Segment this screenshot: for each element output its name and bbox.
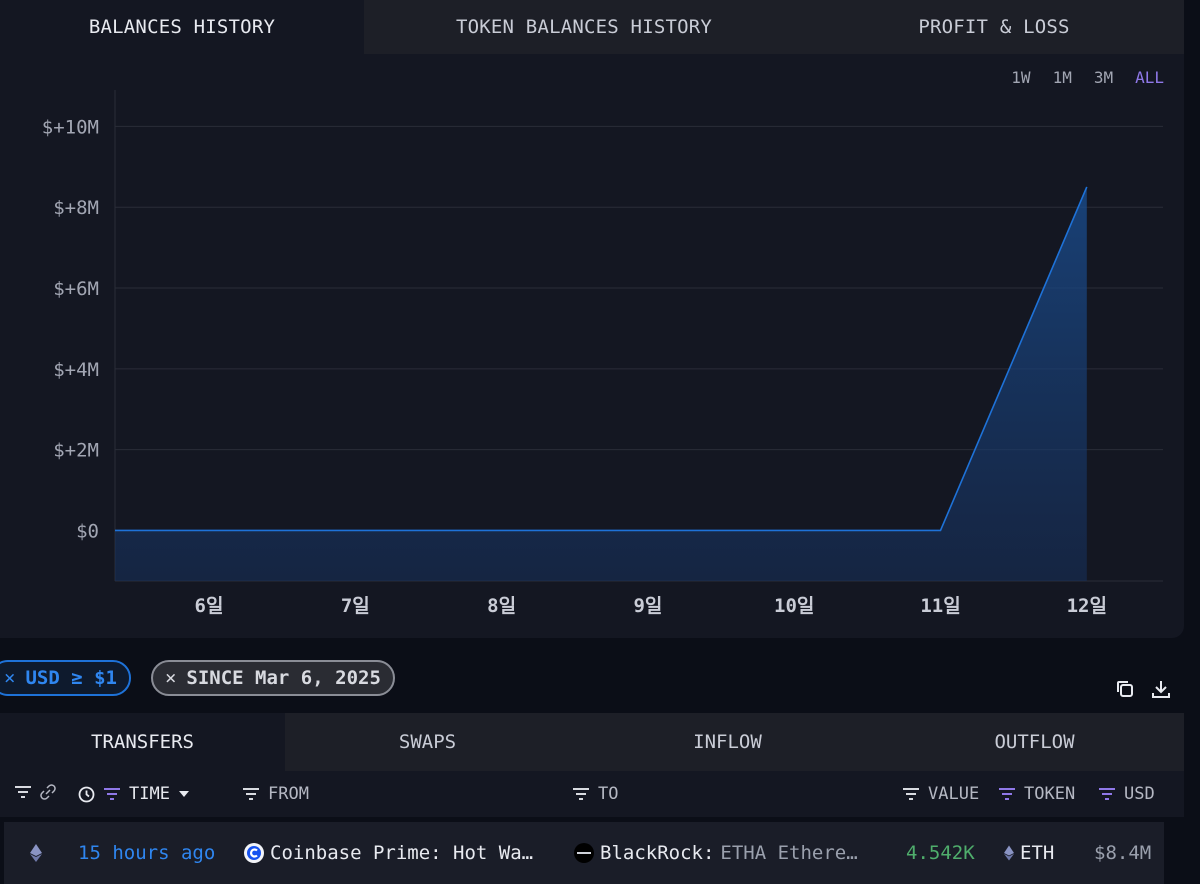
range-3m-button[interactable]: 3M xyxy=(1093,68,1114,87)
token-column-label: TOKEN xyxy=(1024,784,1076,804)
x-tick-label: 8일 xyxy=(487,595,516,617)
balance-area-chart: $0 $+2M $+4M $+6M $+8M $+10M 6일 7일 8일 9일 10일 11일 12일 xyxy=(42,90,1163,617)
chain-filter-cell xyxy=(14,784,56,800)
usd-column-header[interactable]: USD xyxy=(1098,784,1155,804)
range-all-button[interactable]: ALL xyxy=(1135,68,1164,87)
x-tick-label: 7일 xyxy=(341,595,370,617)
tab-outflow[interactable]: OUTFLOW xyxy=(885,713,1184,771)
usd-filter-icon[interactable] xyxy=(1098,787,1116,801)
transfer-time-link[interactable]: 15 hours ago xyxy=(78,842,216,864)
filter-icon[interactable] xyxy=(14,785,32,799)
x-tick-label: 11일 xyxy=(920,595,960,617)
remove-since-filter-icon[interactable]: × xyxy=(164,667,177,689)
tab-profit-loss[interactable]: PROFIT & LOSS xyxy=(804,0,1184,54)
tab-transfers[interactable]: TRANSFERS xyxy=(0,713,285,771)
from-column-label: FROM xyxy=(268,784,309,804)
to-entity[interactable]: BlackRock: ETHA Ethere… xyxy=(574,842,858,864)
transfer-tabs: TRANSFERS SWAPS INFLOW OUTFLOW xyxy=(0,713,1184,771)
ethereum-icon xyxy=(30,844,42,862)
token-symbol: ETH xyxy=(1020,842,1055,864)
blackrock-icon xyxy=(574,843,594,863)
remove-usd-filter-icon[interactable]: × xyxy=(4,667,16,689)
value-column-label: VALUE xyxy=(928,784,980,804)
usd-column-label: USD xyxy=(1124,784,1155,804)
usd-filter-chip[interactable]: × USD ≥ $1 xyxy=(0,660,131,696)
value-column-header[interactable]: VALUE xyxy=(902,784,979,804)
since-filter-chip[interactable]: × SINCE Mar 6, 2025 xyxy=(150,660,395,696)
y-tick-label: $+10M xyxy=(42,116,99,138)
x-tick-label: 10일 xyxy=(774,595,814,617)
token-filter-icon[interactable] xyxy=(998,787,1016,801)
transfer-value: 4.542K xyxy=(906,842,975,864)
from-entity[interactable]: Coinbase Prime: Hot Wa… xyxy=(244,842,533,864)
y-tick-label: $+6M xyxy=(53,278,99,300)
to-column-label: TO xyxy=(598,784,619,804)
table-header: TIME FROM TO VALUE TOKEN USD xyxy=(0,771,1184,817)
token-cell[interactable]: ETH xyxy=(1004,842,1054,864)
clock-icon xyxy=(78,786,95,802)
from-column-header[interactable]: FROM xyxy=(242,784,309,804)
y-tick-label: $0 xyxy=(76,520,99,542)
chart-tabs: BALANCES HISTORY TOKEN BALANCES HISTORY … xyxy=(0,0,1184,54)
from-entity-label: Coinbase Prime: Hot Wa… xyxy=(270,842,534,864)
to-column-header[interactable]: TO xyxy=(572,784,618,804)
active-filters: × USD ≥ $1 × SINCE Mar 6, 2025 xyxy=(0,660,395,696)
coinbase-icon xyxy=(244,843,264,863)
range-1w-button[interactable]: 1W xyxy=(1011,68,1031,87)
copy-icon[interactable] xyxy=(1114,678,1136,704)
table-actions xyxy=(1114,678,1172,704)
download-icon[interactable] xyxy=(1150,678,1172,704)
range-1m-button[interactable]: 1M xyxy=(1052,68,1072,87)
y-tick-label: $+2M xyxy=(53,440,99,462)
x-tick-label: 12일 xyxy=(1067,595,1107,617)
y-tick-label: $+8M xyxy=(53,197,99,219)
y-tick-label: $+4M xyxy=(53,359,99,381)
tab-token-balances-history[interactable]: TOKEN BALANCES HISTORY xyxy=(364,0,804,54)
token-column-header[interactable]: TOKEN xyxy=(998,784,1075,804)
tab-inflow[interactable]: INFLOW xyxy=(570,713,885,771)
table-row[interactable]: 15 hours ago Coinbase Prime: Hot Wa… Bla… xyxy=(4,822,1164,884)
to-entity-detail: ETHA Ethere… xyxy=(720,842,858,864)
x-tick-label: 6일 xyxy=(195,595,224,617)
link-icon[interactable] xyxy=(40,784,56,800)
balances-chart-panel: BALANCES HISTORY TOKEN BALANCES HISTORY … xyxy=(0,0,1184,638)
value-filter-icon[interactable] xyxy=(902,787,920,801)
time-column-label: TIME xyxy=(129,784,170,804)
time-range-selector: 1W 1M 3M ALL xyxy=(1011,68,1164,87)
tab-balances-history[interactable]: BALANCES HISTORY xyxy=(0,0,364,54)
balance-line xyxy=(115,186,1088,532)
to-filter-icon[interactable] xyxy=(572,787,590,801)
to-entity-name: BlackRock: xyxy=(600,842,715,864)
time-column-header[interactable]: TIME xyxy=(78,784,190,804)
usd-filter-label: USD ≥ $1 xyxy=(25,667,117,689)
eth-token-icon xyxy=(1004,845,1014,861)
usd-value: $8.4M xyxy=(1094,842,1152,864)
from-filter-icon[interactable] xyxy=(242,787,260,801)
x-tick-label: 9일 xyxy=(633,595,662,617)
tab-swaps[interactable]: SWAPS xyxy=(285,713,570,771)
time-filter-icon[interactable] xyxy=(103,787,121,801)
since-filter-label: SINCE Mar 6, 2025 xyxy=(186,667,381,689)
balance-area-fill xyxy=(115,186,1087,581)
sort-desc-icon[interactable] xyxy=(178,790,190,798)
